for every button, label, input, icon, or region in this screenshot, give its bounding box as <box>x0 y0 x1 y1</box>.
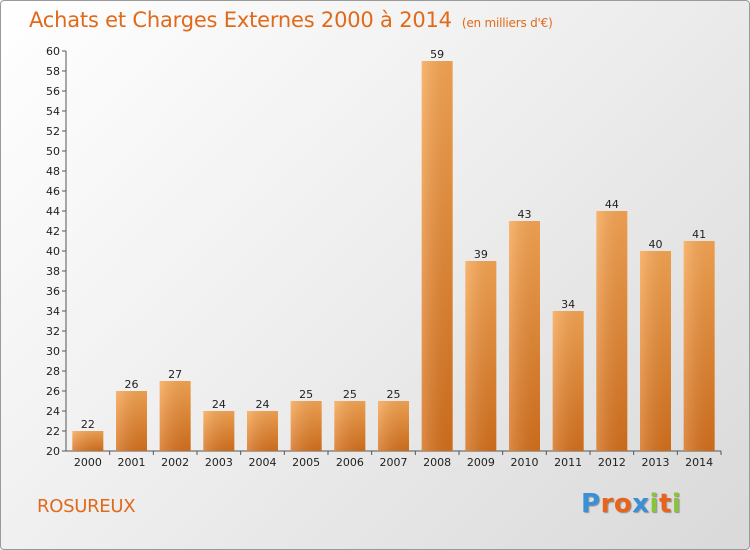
data-label-2011: 34 <box>561 298 575 311</box>
chart-bars <box>72 61 715 451</box>
y-tick-label: 56 <box>46 85 60 98</box>
y-tick-label: 40 <box>46 245 60 258</box>
chart-unit: (en milliers d'€) <box>461 16 553 30</box>
x-tick-label: 2004 <box>249 456 277 469</box>
bar-shade-2000 <box>72 431 104 451</box>
x-tick-label: 2003 <box>205 456 233 469</box>
y-tick-label: 60 <box>46 45 60 58</box>
bar-shade-2004 <box>247 411 278 451</box>
bar-shade-2012 <box>596 211 628 451</box>
logo-letter: i <box>671 489 682 519</box>
y-tick-label: 52 <box>46 125 60 138</box>
city-name: ROSUREUX <box>37 496 136 517</box>
bar-shade-2002 <box>159 381 191 451</box>
x-tick-label: 2006 <box>336 456 364 469</box>
x-tick-label: 2013 <box>642 456 670 469</box>
bar-shade-2003 <box>203 411 235 451</box>
x-tick-label: 2007 <box>380 456 408 469</box>
x-tick-label: 2014 <box>685 456 713 469</box>
y-tick-label: 50 <box>46 145 60 158</box>
bar-shade-2009 <box>465 261 497 451</box>
y-tick-label: 22 <box>46 425 60 438</box>
y-tick-label: 32 <box>46 325 60 338</box>
x-tick-label: 2011 <box>554 456 582 469</box>
y-tick-label: 42 <box>46 225 60 238</box>
x-tick-label: 2008 <box>423 456 451 469</box>
chart-axes: 20 22 24 26 28 30 32 34 36 38 40 42 44 46 48 50 52 54 56 58… <box>46 45 722 469</box>
x-tick-label: 2012 <box>598 456 626 469</box>
x-tick-label: 2009 <box>467 456 495 469</box>
bar-shade-2010 <box>509 221 540 451</box>
y-tick-label: 20 <box>46 445 60 458</box>
data-label-2002: 27 <box>168 368 182 381</box>
x-tick-label: 2001 <box>118 456 146 469</box>
y-tick-label: 24 <box>46 405 60 418</box>
bar-shade-2007 <box>378 401 409 451</box>
logo-letter: i <box>649 489 659 519</box>
chart-title: Achats et Charges Externes 2000 à 2014 (e… <box>29 8 553 32</box>
x-tick-label: 2005 <box>292 456 320 469</box>
y-tick-label: 46 <box>46 185 60 198</box>
data-label-2014: 41 <box>692 228 706 241</box>
bar-shade-2014 <box>683 241 715 451</box>
y-tick-label: 28 <box>46 365 60 378</box>
data-label-2000: 22 <box>81 418 95 431</box>
chart-data-labels: 22 26 27 24 24 25 25 25 59 39 43 34 44 40 41 <box>81 48 706 431</box>
data-label-2004: 24 <box>256 398 270 411</box>
data-label-2008: 59 <box>430 48 444 61</box>
bar-shade-2006 <box>334 401 366 451</box>
logo-letter: o <box>613 489 633 519</box>
data-label-2010: 43 <box>518 208 532 221</box>
y-tick-label: 34 <box>46 305 60 318</box>
logo-letter: r <box>600 489 614 519</box>
data-label-2013: 40 <box>649 238 663 251</box>
data-label-2005: 25 <box>299 388 313 401</box>
data-label-2012: 44 <box>605 198 619 211</box>
data-label-2003: 24 <box>212 398 226 411</box>
chart-title-text: Achats et Charges Externes 2000 à 2014 <box>29 8 452 32</box>
x-tick-label: 2000 <box>74 456 102 469</box>
proxiti-logo: Proxiti <box>581 489 681 519</box>
data-label-2006: 25 <box>343 388 357 401</box>
logo-letter: x <box>632 489 650 519</box>
x-tick-label: 2010 <box>511 456 539 469</box>
y-tick-label: 54 <box>46 105 60 118</box>
data-label-2007: 25 <box>387 388 401 401</box>
y-tick-label: 36 <box>46 285 60 298</box>
y-tick-label: 48 <box>46 165 60 178</box>
bar-shade-2005 <box>290 401 322 451</box>
y-tick-label: 38 <box>46 265 60 278</box>
logo-letter: t <box>658 489 672 519</box>
y-tick-label: 30 <box>46 345 60 358</box>
bar-shade-2011 <box>552 311 584 451</box>
x-tick-label: 2002 <box>161 456 189 469</box>
y-tick-label: 26 <box>46 385 60 398</box>
y-tick-label: 44 <box>46 205 60 218</box>
logo-letter: P <box>581 489 601 519</box>
bar-shade-2001 <box>116 391 147 451</box>
bar-shade-2008 <box>421 61 453 451</box>
data-label-2009: 39 <box>474 248 488 261</box>
y-tick-label: 58 <box>46 65 60 78</box>
data-label-2001: 26 <box>125 378 139 391</box>
bar-shade-2013 <box>640 251 671 451</box>
